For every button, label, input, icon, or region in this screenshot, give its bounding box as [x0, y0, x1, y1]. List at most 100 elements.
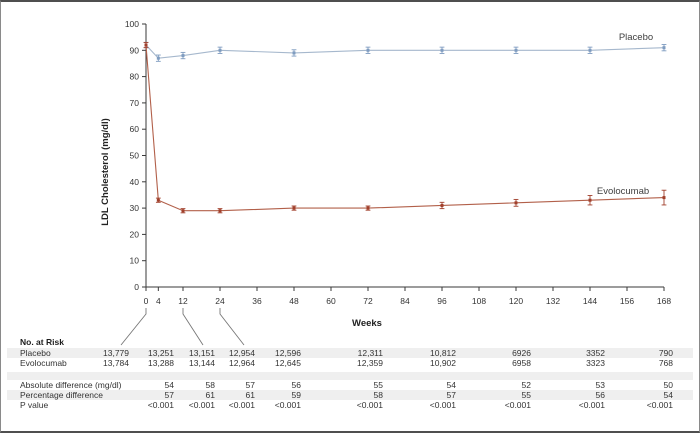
data-point-marker — [662, 46, 666, 50]
data-point-marker — [440, 203, 444, 207]
x-tick-label: 132 — [546, 296, 560, 306]
x-tick-label: 84 — [400, 296, 410, 306]
y-tick-label: 20 — [130, 229, 140, 239]
placebo-count-cell: 12,596 — [275, 348, 301, 358]
absolute-difference-cell: 52 — [521, 380, 531, 390]
evolocumab-count-cell: 3323 — [586, 358, 605, 368]
evolocumab-count-cell: 12,359 — [357, 358, 383, 368]
placebo-count-cell: 3352 — [586, 348, 605, 358]
data-point-marker — [588, 48, 592, 52]
absolute-difference-cell: 55 — [373, 380, 383, 390]
p-value-cell: <0.001 — [188, 400, 215, 410]
risk-table-title: No. at Risk — [20, 337, 64, 347]
absolute-difference-row-label: Absolute difference (mg/dl) — [20, 380, 122, 390]
leader-line — [182, 308, 204, 346]
percentage-difference-cell: 54 — [663, 390, 673, 400]
data-point-marker — [440, 48, 444, 52]
data-point-marker — [218, 48, 222, 52]
absolute-difference-cell: 54 — [446, 380, 456, 390]
placebo-count-cell: 13,779 — [103, 348, 129, 358]
placebo-count-cell: 6926 — [512, 348, 531, 358]
x-tick-label: 156 — [620, 296, 634, 306]
data-point-marker — [156, 198, 160, 202]
x-tick-label: 120 — [509, 296, 523, 306]
x-tick-label: 144 — [583, 296, 597, 306]
data-point-marker — [366, 206, 370, 210]
placebo-count-cell: 790 — [658, 348, 673, 358]
x-tick-label: 12 — [178, 296, 188, 306]
x-tick-label: 0 — [144, 296, 149, 306]
x-axis-title: Weeks — [352, 318, 382, 329]
percentage-difference-cell: 59 — [291, 390, 301, 400]
p-value-cell: <0.001 — [356, 400, 383, 410]
data-point-marker — [218, 209, 222, 213]
p-value-row-label: P value — [20, 400, 49, 410]
absolute-difference-cell: 57 — [245, 380, 255, 390]
leader-line — [219, 308, 245, 346]
series-label-placebo: Placebo — [619, 32, 653, 43]
x-tick-label: 96 — [437, 296, 447, 306]
absolute-difference-cell: 56 — [291, 380, 301, 390]
percentage-difference-cell: 61 — [245, 390, 255, 400]
y-tick-label: 60 — [130, 124, 140, 134]
p-value-cell: <0.001 — [147, 400, 174, 410]
x-tick-label: 72 — [363, 296, 373, 306]
absolute-difference-cell: 53 — [595, 380, 605, 390]
x-tick-label: 4 — [156, 296, 161, 306]
absolute-difference-cell: 54 — [164, 380, 174, 390]
x-tick-label: 48 — [289, 296, 299, 306]
placebo-count-cell: 12,954 — [229, 348, 255, 358]
p-value-cell: <0.001 — [646, 400, 673, 410]
p-value-cell: <0.001 — [228, 400, 255, 410]
absolute-difference-cell: 58 — [205, 380, 215, 390]
y-tick-label: 40 — [130, 177, 140, 187]
y-tick-label: 10 — [130, 256, 140, 266]
data-point-marker — [181, 54, 185, 58]
evolocumab-count-cell: 768 — [658, 358, 673, 368]
data-point-marker — [366, 48, 370, 52]
evolocumab-count-cell: 12,964 — [229, 358, 255, 368]
x-tick-label: 24 — [215, 296, 225, 306]
evolocumab-count-cell: 13,288 — [148, 358, 174, 368]
table-spacer-band — [7, 372, 693, 380]
p-value-cell: <0.001 — [274, 400, 301, 410]
placebo-count-cell: 13,251 — [148, 348, 174, 358]
placebo-count-row-label: Placebo — [20, 348, 51, 358]
series-line-placebo — [145, 44, 665, 59]
percentage-difference-cell: 55 — [521, 390, 531, 400]
x-tick-label: 60 — [326, 296, 336, 306]
data-point-marker — [588, 198, 592, 202]
data-point-marker — [292, 206, 296, 210]
evolocumab-count-cell: 6958 — [512, 358, 531, 368]
p-value-cell: <0.001 — [429, 400, 456, 410]
placebo-count-cell: 10,812 — [430, 348, 456, 358]
y-tick-label: 30 — [130, 203, 140, 213]
series-label-evolocumab: Evolocumab — [597, 186, 649, 197]
placebo-count-cell: 12,311 — [357, 348, 383, 358]
data-point-marker — [662, 196, 666, 200]
y-tick-label: 70 — [130, 98, 140, 108]
absolute-difference-cell: 50 — [663, 380, 673, 390]
x-tick-label: 168 — [657, 296, 671, 306]
percentage-difference-row-band — [7, 390, 693, 400]
percentage-difference-cell: 61 — [205, 390, 215, 400]
y-axis-title: LDL Cholesterol (mg/dl) — [100, 118, 111, 226]
y-tick-label: 100 — [125, 19, 139, 29]
placebo-count-row-band — [7, 348, 693, 358]
data-point-marker — [514, 48, 518, 52]
y-tick-label: 0 — [134, 282, 139, 292]
percentage-difference-cell: 56 — [595, 390, 605, 400]
data-point-marker — [181, 209, 185, 213]
y-tick-label: 90 — [130, 45, 140, 55]
p-value-cell: <0.001 — [578, 400, 605, 410]
percentage-difference-cell: 58 — [373, 390, 383, 400]
evolocumab-count-cell: 10,902 — [430, 358, 456, 368]
percentage-difference-row-label: Percentage difference — [20, 390, 104, 400]
evolocumab-count-cell: 13,784 — [103, 358, 129, 368]
y-tick-label: 50 — [130, 151, 140, 161]
percentage-difference-cell: 57 — [164, 390, 174, 400]
data-point-marker — [514, 201, 518, 205]
evolocumab-count-row-label: Evolocumab — [20, 358, 67, 368]
